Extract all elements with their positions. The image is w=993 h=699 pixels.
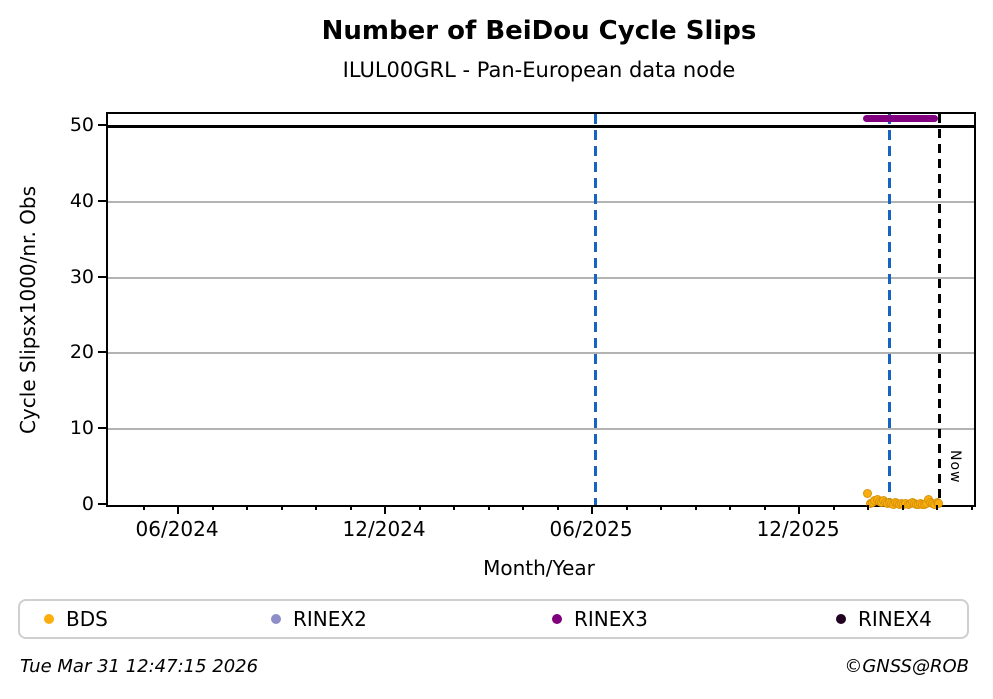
- x-minor-tick: [453, 505, 456, 510]
- x-minor-tick: [487, 505, 490, 510]
- x-minor-tick: [694, 505, 697, 510]
- cap-line-50: [108, 125, 974, 129]
- y-tick-40: [98, 199, 106, 202]
- y-tick-label-50: 50: [69, 114, 94, 137]
- x-minor-tick: [660, 505, 663, 510]
- rinex3-line: [863, 115, 938, 123]
- y-tick-label-40: 40: [69, 189, 94, 212]
- x-major-tick-12/2025: [798, 505, 801, 514]
- legend: BDS RINEX2 RINEX3 RINEX4: [18, 599, 969, 639]
- legend-item-rinex3: RINEX3: [552, 601, 648, 637]
- gridline-y-10: [108, 428, 974, 431]
- x-minor-tick: [142, 505, 145, 510]
- legend-marker-bds-icon: [44, 614, 54, 624]
- x-minor-tick: [556, 505, 559, 510]
- credit: ©GNSS@ROB: [844, 656, 969, 677]
- gridline-y-20: [108, 352, 974, 355]
- y-tick-20: [98, 351, 106, 354]
- x-tick-label-06/2024: 06/2024: [135, 517, 219, 541]
- x-tick-label-12/2024: 12/2024: [342, 517, 426, 541]
- x-minor-tick: [901, 505, 904, 510]
- timestamp: Tue Mar 31 12:47:15 2026: [20, 656, 259, 677]
- x-minor-tick: [522, 505, 525, 510]
- legend-label-rinex4: RINEX4: [858, 607, 932, 631]
- now-label: Now: [946, 450, 963, 484]
- legend-label-rinex2: RINEX2: [293, 607, 367, 631]
- legend-label-rinex3: RINEX3: [574, 607, 648, 631]
- gridline-y-40: [108, 200, 974, 203]
- legend-marker-rinex2-icon: [271, 614, 281, 624]
- x-minor-tick: [315, 505, 318, 510]
- x-tick-label-06/2025: 06/2025: [549, 517, 633, 541]
- x-minor-tick: [763, 505, 766, 510]
- x-minor-tick: [246, 505, 249, 510]
- x-minor-tick: [970, 505, 973, 510]
- x-tick-label-12/2025: 12/2025: [756, 517, 840, 541]
- plot-area: Now: [106, 112, 976, 509]
- x-major-tick-12/2024: [384, 505, 387, 514]
- event-line-2: [888, 114, 892, 505]
- x-minor-tick: [625, 505, 628, 510]
- x-minor-tick: [832, 505, 835, 510]
- x-minor-tick: [349, 505, 352, 510]
- legend-item-rinex4: RINEX4: [836, 601, 932, 637]
- y-tick-label-10: 10: [69, 417, 94, 440]
- y-tick-0: [98, 503, 106, 505]
- y-tick-30: [98, 275, 106, 278]
- x-major-tick-06/2024: [177, 505, 180, 514]
- chart-title: Number of BeiDou Cycle Slips: [321, 16, 757, 46]
- y-tick-label-30: 30: [69, 265, 94, 288]
- now-line: [938, 114, 942, 505]
- legend-label-bds: BDS: [66, 607, 108, 631]
- x-minor-tick: [867, 505, 870, 510]
- legend-item-rinex2: RINEX2: [271, 601, 367, 637]
- x-minor-tick: [211, 505, 214, 510]
- legend-marker-rinex3-icon: [552, 614, 562, 624]
- event-line-1: [594, 114, 598, 505]
- bds-point: [863, 488, 873, 498]
- x-major-tick-06/2025: [591, 505, 594, 514]
- x-axis-label: Month/Year: [483, 556, 595, 580]
- x-minor-tick: [729, 505, 732, 510]
- legend-item-bds: BDS: [44, 601, 108, 637]
- y-tick-50: [98, 124, 106, 127]
- x-minor-tick: [936, 505, 939, 510]
- y-tick-10: [98, 427, 106, 430]
- y-tick-label-0: 0: [81, 493, 94, 515]
- legend-marker-rinex4-icon: [836, 614, 846, 624]
- gridline-y-30: [108, 276, 974, 279]
- bds-point: [934, 499, 944, 509]
- y-tick-label-20: 20: [69, 341, 94, 364]
- x-minor-tick: [280, 505, 283, 510]
- chart-subtitle: ILUL00GRL - Pan-European data node: [342, 58, 736, 82]
- x-minor-tick: [418, 505, 421, 510]
